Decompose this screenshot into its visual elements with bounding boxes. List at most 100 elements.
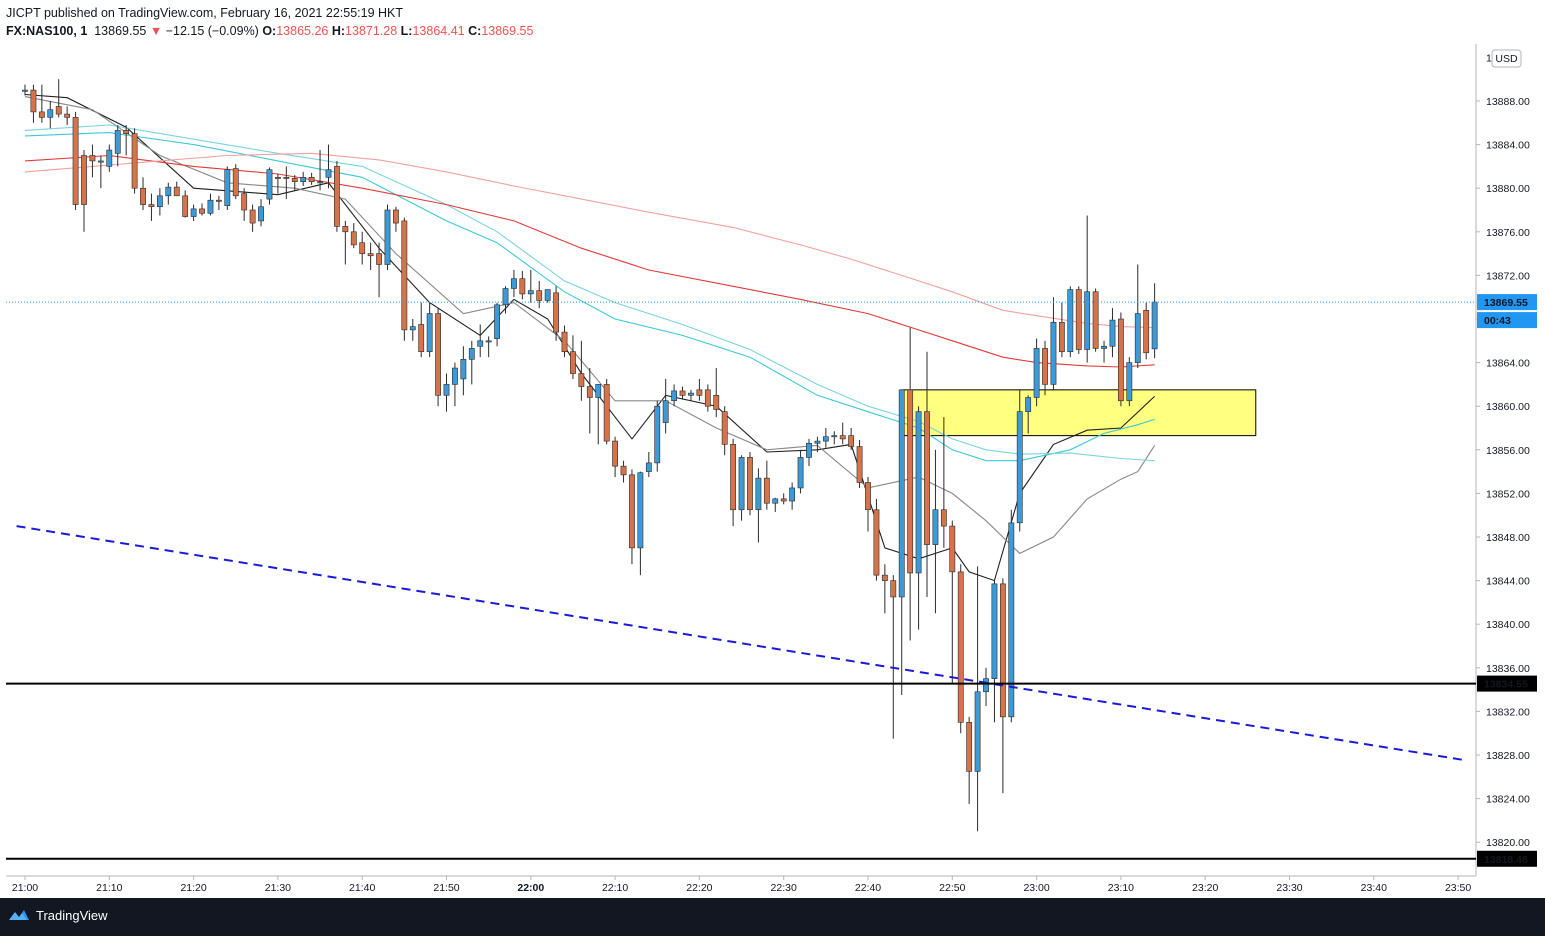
candle (747, 451, 753, 516)
candle (629, 469, 635, 565)
candle-body (763, 477, 770, 504)
footer-bar: TradingView (0, 898, 1545, 936)
candle-body (435, 313, 441, 396)
candle-body (131, 133, 138, 189)
current-price-tag[interactable]: 13869.55 (1477, 294, 1537, 311)
candle-body (612, 440, 618, 467)
dashed-trendline[interactable] (16, 525, 1467, 762)
candle (527, 269, 534, 303)
candle (334, 160, 340, 232)
candle (283, 166, 290, 200)
candle (106, 144, 113, 172)
candle (983, 667, 989, 706)
candle-body (747, 457, 753, 511)
price-change: −12.15 (−0.09%) (165, 24, 259, 38)
candle-body (300, 177, 307, 182)
candle (553, 286, 559, 341)
x-axis-tick-label: 21:10 (96, 882, 122, 894)
candle (696, 378, 703, 401)
candle-body (544, 289, 551, 301)
y-axis-tick-label: 13840.00 (1486, 619, 1530, 631)
candle (182, 190, 189, 218)
candle (342, 220, 349, 265)
candle-body (460, 359, 467, 380)
symbol-name[interactable]: FX:NAS100, 1 (6, 24, 88, 38)
candle-body (384, 209, 391, 265)
candle-body (258, 206, 264, 222)
candle (1042, 340, 1048, 396)
candle-body (114, 130, 121, 154)
candle-body (570, 351, 576, 374)
candle-body (527, 290, 534, 295)
x-axis-tick-label: 21:00 (12, 882, 38, 894)
candle-body (249, 209, 256, 224)
x-axis-tick-label: 23:40 (1361, 882, 1387, 894)
candle-body (140, 187, 146, 205)
level-price-tag[interactable]: 13818.48 (1477, 850, 1537, 867)
candle (1126, 357, 1133, 407)
candle (89, 144, 96, 178)
candle-body (173, 186, 180, 197)
candle (890, 575, 897, 739)
tradingview-brand[interactable]: TradingView (8, 907, 108, 923)
candle-body (190, 208, 197, 217)
candle-body (97, 160, 104, 163)
candle (156, 188, 163, 216)
candle-body (713, 394, 720, 410)
candle-body (1092, 291, 1099, 349)
candle-body (241, 193, 248, 211)
high-value: 13871.28 (345, 24, 398, 38)
candle-body (274, 177, 281, 179)
level-price-tag-bg (1477, 850, 1537, 867)
price-chart[interactable]: 13888.00 13884.00 13880.00 13876.00 13872.00… (0, 0, 1545, 898)
candle (165, 182, 172, 205)
candle (763, 460, 770, 510)
candle (544, 289, 551, 303)
candle-body (283, 177, 290, 179)
candle (603, 378, 610, 445)
candle-body (595, 384, 602, 398)
candle (266, 167, 273, 205)
candle (839, 422, 846, 445)
candle (940, 417, 947, 548)
candle (325, 144, 332, 189)
candle (232, 164, 239, 200)
candle-body (266, 169, 273, 200)
candle-body (957, 571, 964, 723)
candle (384, 204, 391, 270)
candle (131, 128, 138, 194)
candle (974, 566, 981, 832)
candle (789, 482, 796, 510)
open-value: 13865.26 (276, 24, 329, 38)
candle (38, 84, 45, 123)
currency-label: USD (1495, 53, 1518, 65)
candle-body (974, 691, 981, 772)
candle (1084, 215, 1091, 363)
candle (376, 242, 382, 298)
candle (578, 340, 585, 401)
candle-body (494, 304, 500, 339)
last-price: 13869.55 (94, 24, 147, 38)
candle-body (519, 278, 526, 295)
candle-body (924, 411, 930, 545)
support-zone-box[interactable] (901, 389, 1257, 437)
y-axis-tick-label: 13888.00 (1486, 96, 1530, 108)
y-axis-tick-label: 13848.00 (1486, 532, 1530, 544)
current-price-tag-bg (1477, 294, 1537, 311)
candle-body (81, 155, 87, 205)
candle (291, 175, 298, 191)
candle-body (376, 253, 382, 265)
candle (173, 181, 180, 197)
candle (721, 406, 728, 456)
candle-body (207, 199, 214, 214)
candle (536, 280, 543, 309)
level-price-tag[interactable]: 13834.55 (1477, 675, 1537, 692)
candle-body (991, 583, 998, 679)
candle (848, 428, 855, 450)
candle-body (1101, 345, 1107, 349)
candle-countdown-tag[interactable]: 00:43 (1477, 312, 1537, 329)
currency-badge[interactable] (1491, 49, 1522, 68)
candle-body (1050, 321, 1057, 385)
candle (814, 436, 821, 452)
